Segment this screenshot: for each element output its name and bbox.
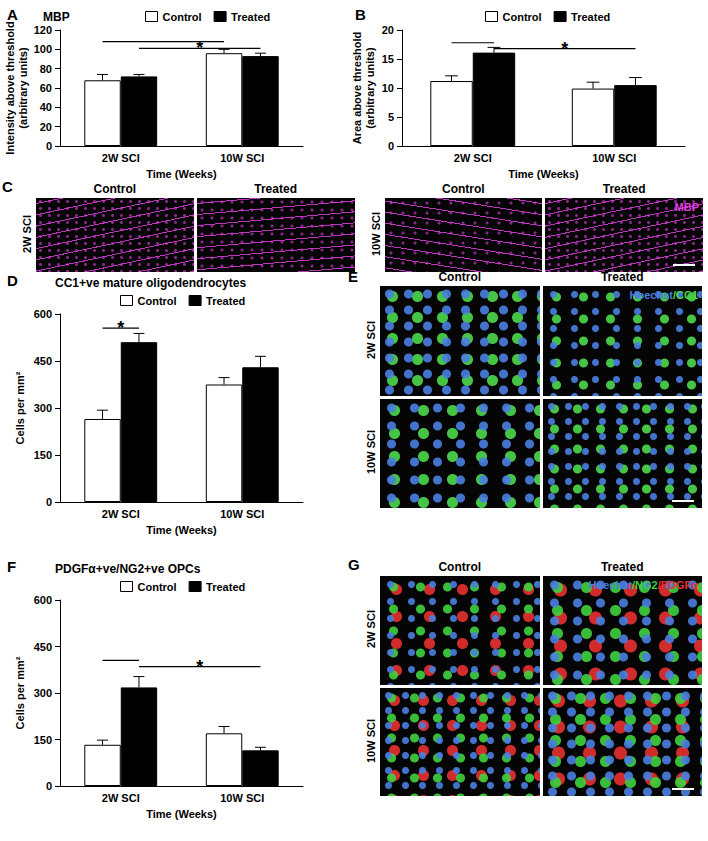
html-text:2W SCI: 2W SCI — [365, 610, 377, 649]
svg-text:CC1+ve mature oligodendrocytes: CC1+ve mature oligodendrocytes — [55, 276, 246, 290]
svg-text:300: 300 — [34, 402, 52, 414]
svg-text:Control: Control — [138, 295, 177, 307]
svg-text:(arbitrary units): (arbitrary units) — [17, 47, 29, 129]
html-text:Hoechst /NG2 /PDGFα: Hoechst /NG2 /PDGFα — [588, 579, 698, 591]
svg-text:2W SCI: 2W SCI — [102, 508, 140, 520]
svg-text:450: 450 — [34, 355, 52, 367]
svg-text:Intensity above threshold: Intensity above threshold — [4, 21, 16, 154]
svg-text:5: 5 — [388, 111, 394, 123]
svg-text:D: D — [7, 272, 18, 289]
html-text:10W SCI: 10W SCI — [365, 430, 377, 475]
svg-text:Time (Weeks): Time (Weeks) — [146, 524, 217, 536]
html-text:C: C — [2, 178, 13, 195]
svg-text:20: 20 — [40, 121, 52, 133]
svg-text:Time (Weeks): Time (Weeks) — [146, 168, 217, 180]
svg-text:*: * — [196, 657, 203, 677]
html-text:2W SCI: 2W SCI — [21, 215, 33, 253]
svg-text:0: 0 — [46, 780, 52, 792]
svg-text:600: 600 — [34, 308, 52, 320]
html-text:10W SCI: 10W SCI — [369, 212, 382, 256]
svg-text:Control: Control — [138, 581, 177, 593]
html-text:Treated: Treated — [602, 182, 646, 196]
svg-text:150: 150 — [34, 734, 52, 746]
svg-text:Treated: Treated — [206, 581, 245, 593]
html-text:Control: Control — [442, 182, 485, 196]
svg-text:(arbitrary units): (arbitrary units) — [364, 47, 376, 129]
svg-text:F: F — [7, 558, 16, 575]
svg-text:15: 15 — [382, 53, 394, 65]
svg-text:Treated: Treated — [571, 11, 610, 23]
svg-text:120: 120 — [34, 24, 52, 36]
html-text:2W SCI: 2W SCI — [365, 320, 377, 359]
svg-text:300: 300 — [34, 687, 52, 699]
html-text:MBP: MBP — [674, 201, 699, 213]
html-text:Treated: Treated — [254, 182, 297, 196]
svg-text:Cells per mm²: Cells per mm² — [14, 656, 26, 729]
svg-text:Time (Weeks): Time (Weeks) — [508, 168, 579, 180]
svg-text:10: 10 — [382, 82, 394, 94]
svg-text:150: 150 — [34, 449, 52, 461]
svg-text:0: 0 — [46, 496, 52, 508]
svg-text:2W SCI: 2W SCI — [102, 792, 140, 804]
html-text:Control: Control — [93, 182, 137, 196]
svg-text:Area above threshold: Area above threshold — [351, 32, 363, 144]
svg-text:2W SCI: 2W SCI — [102, 152, 140, 164]
html-text:10W SCI: 10W SCI — [365, 718, 377, 763]
svg-text:10W SCI: 10W SCI — [220, 152, 264, 164]
svg-text:Time (Weeks): Time (Weeks) — [146, 808, 217, 820]
svg-text:0: 0 — [388, 140, 394, 152]
svg-text:20: 20 — [382, 24, 394, 36]
svg-text:0: 0 — [46, 140, 52, 152]
html-text:G: G — [348, 556, 360, 573]
svg-text:80: 80 — [40, 63, 52, 75]
svg-text:*: * — [117, 318, 124, 338]
svg-text:Treated: Treated — [206, 295, 245, 307]
svg-text:60: 60 — [40, 82, 52, 94]
svg-text:A: A — [7, 6, 18, 23]
svg-text:PDGFα+ve/NG2+ve OPCs: PDGFα+ve/NG2+ve OPCs — [55, 562, 201, 576]
svg-text:Cells per mm²: Cells per mm² — [14, 371, 26, 444]
html-text:E: E — [348, 268, 358, 285]
svg-text:*: * — [561, 39, 568, 59]
svg-text:10W SCI: 10W SCI — [592, 152, 636, 164]
svg-text:10W SCI: 10W SCI — [220, 508, 264, 520]
svg-text:Treated: Treated — [231, 11, 270, 23]
html-text:Control: Control — [438, 560, 482, 574]
svg-text:600: 600 — [34, 594, 52, 606]
svg-text:B: B — [355, 6, 366, 23]
html-text:Hoechst /CC1: Hoechst /CC1 — [629, 289, 698, 301]
svg-text:*: * — [196, 38, 203, 58]
svg-text:100: 100 — [34, 43, 52, 55]
html-text:Treated: Treated — [600, 270, 644, 284]
html-text:Treated: Treated — [600, 560, 644, 574]
svg-text:10W SCI: 10W SCI — [220, 792, 264, 804]
html-text:Control: Control — [438, 270, 482, 284]
svg-text:450: 450 — [34, 641, 52, 653]
svg-text:40: 40 — [40, 101, 52, 113]
svg-text:Control: Control — [163, 11, 202, 23]
svg-text:MBP: MBP — [43, 10, 70, 24]
svg-text:Control: Control — [503, 11, 542, 23]
svg-text:2W SCI: 2W SCI — [454, 152, 492, 164]
